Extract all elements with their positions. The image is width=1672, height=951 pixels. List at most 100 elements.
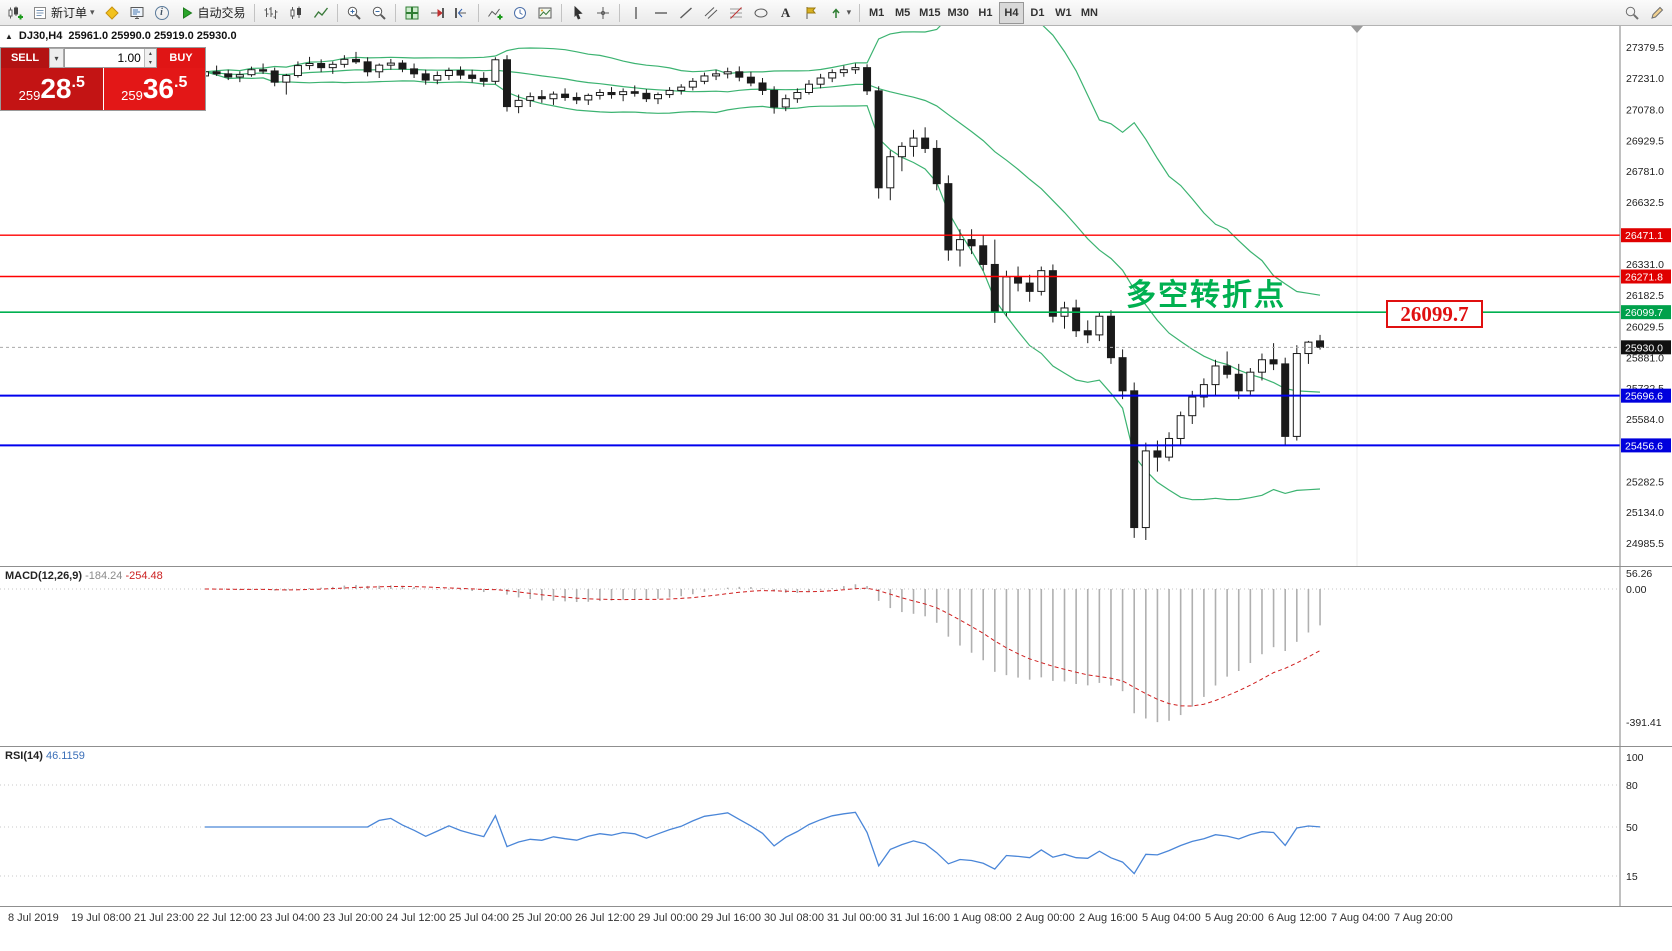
rsi-value: 46.1159 — [45, 750, 85, 762]
chevron-down-icon: ▾ — [846, 7, 852, 17]
time-axis-label: 5 Aug 04:00 — [1142, 912, 1201, 924]
text-tool-button[interactable]: A — [774, 2, 798, 24]
auto-scroll-button[interactable] — [425, 2, 449, 24]
tile-windows-button[interactable] — [400, 2, 424, 24]
time-axis-label: 31 Jul 00:00 — [827, 912, 887, 924]
svg-text:26182.5: 26182.5 — [1626, 290, 1664, 302]
zoom-in-button[interactable] — [342, 2, 366, 24]
diamond-icon — [104, 5, 120, 21]
data-window-button[interactable]: i — [150, 2, 174, 24]
horizontal-line-tool-button[interactable] — [649, 2, 673, 24]
macd-panel[interactable]: 56.26 0.00 -391.41 MACD(12,26,9) -184.24 -… — [0, 566, 1672, 747]
macd-signal-value: -254.48 — [125, 570, 163, 582]
channel-icon — [703, 5, 719, 21]
chart-title-ohlc: ▲ DJ30,H4 25961.0 25990.0 25919.0 25930.… — [5, 30, 237, 42]
line-chart-icon — [313, 5, 329, 21]
new-order-button[interactable]: 新订单 ▾ — [28, 2, 99, 24]
rsi-panel[interactable]: 100 80 50 15 RSI(14) 46.1159 — [0, 746, 1672, 907]
svg-text:26929.5: 26929.5 — [1626, 135, 1664, 147]
timeframe-d1-button[interactable]: D1 — [1025, 2, 1050, 24]
templates-button[interactable] — [533, 2, 557, 24]
svg-text:24985.5: 24985.5 — [1626, 538, 1664, 550]
macd-canvas: 56.26 0.00 -391.41 — [0, 567, 1662, 747]
toolbar-separator — [394, 3, 396, 22]
time-axis-label: 31 Jul 16:00 — [890, 912, 950, 924]
timeframe-m5-button[interactable]: M5 — [890, 2, 915, 24]
edit-button[interactable] — [1645, 2, 1669, 24]
arrows-tool-button[interactable]: ▾ — [824, 2, 856, 24]
timeframe-m1-button[interactable]: M1 — [864, 2, 889, 24]
vertical-line-icon — [628, 5, 644, 21]
new-order-label: 新订单 — [51, 6, 88, 20]
autotrading-button[interactable]: 自动交易 — [175, 2, 250, 24]
macd-label: MACD(12,26,9) -184.24 -254.48 — [5, 570, 163, 582]
turning-point-annotation[interactable]: 多空转折点 — [1126, 279, 1286, 312]
indicators-button[interactable] — [483, 2, 507, 24]
flag-icon — [803, 5, 819, 21]
periods-button[interactable] — [508, 2, 532, 24]
svg-text:25282.5: 25282.5 — [1626, 476, 1664, 488]
timeframe-mn-button[interactable]: MN — [1077, 2, 1102, 24]
fibonacci-tool-button[interactable] — [724, 2, 748, 24]
svg-text:27231.0: 27231.0 — [1626, 73, 1664, 85]
timeframe-m30-button[interactable]: M30 — [945, 2, 972, 24]
rsi-label: RSI(14) 46.1159 — [5, 750, 85, 762]
svg-text:26471.1: 26471.1 — [1625, 230, 1663, 242]
label-tool-button[interactable] — [799, 2, 823, 24]
price-callout-label[interactable]: 26099.7 — [1386, 300, 1483, 328]
volume-up-button[interactable]: ▴ — [144, 49, 156, 58]
cursor-button[interactable] — [566, 2, 590, 24]
svg-text:26781.0: 26781.0 — [1626, 166, 1664, 178]
svg-text:27078.0: 27078.0 — [1626, 104, 1664, 116]
timeframe-w1-button[interactable]: W1 — [1051, 2, 1076, 24]
time-axis-label: 6 Aug 12:00 — [1268, 912, 1327, 924]
channel-tool-button[interactable] — [699, 2, 723, 24]
tile-windows-icon — [404, 5, 420, 21]
order-type-dropdown[interactable]: ▾ — [49, 48, 64, 68]
buy-price[interactable]: 259 36.5 — [103, 68, 205, 110]
time-axis-label: 19 Jul 08:00 — [71, 912, 131, 924]
price-chart-canvas[interactable]: 27379.5 27231.0 27078.0 26929.5 26781.0 26632… — [0, 26, 1672, 566]
favorites-button[interactable] — [100, 2, 124, 24]
shapes-tool-button[interactable] — [749, 2, 773, 24]
candlestick-chart-button[interactable] — [284, 2, 308, 24]
zoom-in-icon — [346, 5, 362, 21]
search-button[interactable] — [1620, 2, 1644, 24]
autotrading-label: 自动交易 — [197, 6, 246, 20]
sell-button[interactable]: SELL — [1, 48, 49, 68]
rsi-canvas: 100 80 50 15 — [0, 747, 1644, 907]
time-axis-label: 26 Jul 12:00 — [575, 912, 635, 924]
time-axis-label: 29 Jul 16:00 — [701, 912, 761, 924]
line-chart-button[interactable] — [309, 2, 333, 24]
market-watch-button[interactable] — [125, 2, 149, 24]
timeframe-h4-button[interactable]: H4 — [998, 1, 1024, 24]
pencil-icon — [1649, 5, 1665, 21]
svg-text:100: 100 — [1626, 752, 1644, 764]
time-axis-label: 2 Aug 00:00 — [1016, 912, 1075, 924]
volume-input[interactable] — [65, 49, 144, 67]
svg-text:25930.0: 25930.0 — [1625, 342, 1663, 354]
horizontal-line-icon — [653, 5, 669, 21]
volume-stepper: ▴ ▾ — [64, 48, 157, 68]
chevron-down-icon: ▾ — [90, 7, 95, 17]
chart-shift-button[interactable] — [450, 2, 474, 24]
time-axis[interactable]: 8 Jul 2019 19 Jul 08:00 21 Jul 23:00 22 Jul… — [0, 906, 1672, 930]
sell-price[interactable]: 259 28.5 — [1, 68, 104, 110]
new-chart-button[interactable] — [3, 2, 27, 24]
volume-down-button[interactable]: ▾ — [144, 58, 156, 67]
crosshair-button[interactable] — [591, 2, 615, 24]
bar-chart-button[interactable] — [259, 2, 283, 24]
trendline-tool-button[interactable] — [674, 2, 698, 24]
one-click-toggle-icon[interactable]: ▲ — [5, 31, 13, 41]
price-chart[interactable]: 27379.5 27231.0 27078.0 26929.5 26781.0 26632… — [0, 26, 1672, 566]
svg-text:50: 50 — [1626, 822, 1638, 834]
vertical-line-tool-button[interactable] — [624, 2, 648, 24]
buy-button[interactable]: BUY — [157, 48, 205, 68]
timeframe-h1-button[interactable]: H1 — [973, 2, 998, 24]
timeframe-m15-button[interactable]: M15 — [916, 2, 943, 24]
time-axis-label: 5 Aug 20:00 — [1205, 912, 1264, 924]
svg-text:25584.0: 25584.0 — [1626, 414, 1664, 426]
ellipse-icon — [753, 5, 769, 21]
zoom-out-button[interactable] — [367, 2, 391, 24]
